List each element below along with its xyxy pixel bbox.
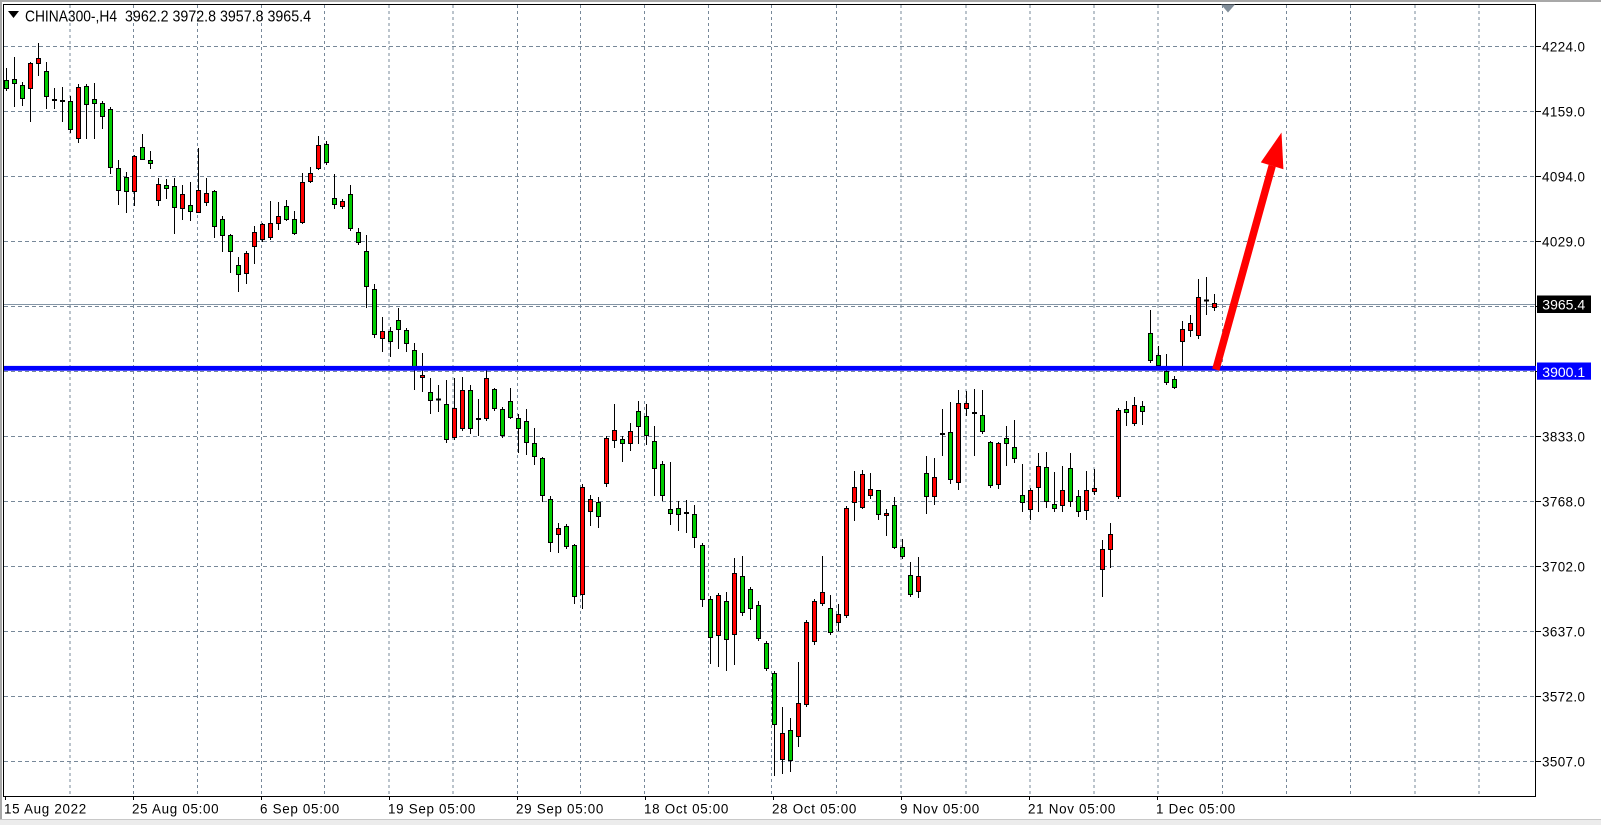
svg-text:18 Oct 05:00: 18 Oct 05:00 (644, 802, 729, 817)
svg-text:9 Nov 05:00: 9 Nov 05:00 (900, 802, 980, 817)
svg-text:3572.0: 3572.0 (1542, 690, 1585, 705)
svg-text:15 Aug 2022: 15 Aug 2022 (4, 802, 87, 817)
svg-text:3900.1: 3900.1 (1542, 364, 1585, 380)
svg-text:29 Sep 05:00: 29 Sep 05:00 (516, 802, 604, 817)
svg-text:21 Nov 05:00: 21 Nov 05:00 (1028, 802, 1116, 817)
svg-text:3833.0: 3833.0 (1542, 430, 1585, 445)
svg-text:3702.0: 3702.0 (1542, 560, 1585, 575)
svg-text:3507.0: 3507.0 (1542, 755, 1585, 770)
svg-text:4094.0: 4094.0 (1542, 170, 1585, 185)
svg-text:28 Oct 05:00: 28 Oct 05:00 (772, 802, 857, 817)
svg-text:25 Aug 05:00: 25 Aug 05:00 (132, 802, 219, 817)
svg-text:3965.4: 3965.4 (1542, 297, 1585, 313)
svg-text:4159.0: 4159.0 (1542, 105, 1585, 120)
svg-text:6 Sep 05:00: 6 Sep 05:00 (260, 802, 340, 817)
svg-text:1 Dec 05:00: 1 Dec 05:00 (1156, 802, 1236, 817)
svg-text:4029.0: 4029.0 (1542, 235, 1585, 250)
svg-text:CHINA300-,H4: CHINA300-,H4 (25, 9, 117, 26)
svg-text:3768.0: 3768.0 (1542, 495, 1585, 510)
svg-text:3637.0: 3637.0 (1542, 625, 1585, 640)
svg-text:4224.0: 4224.0 (1542, 40, 1585, 55)
svg-text:3962.2 3972.8 3957.8 3965.4: 3962.2 3972.8 3957.8 3965.4 (125, 9, 311, 26)
svg-text:19 Sep 05:00: 19 Sep 05:00 (388, 802, 476, 817)
